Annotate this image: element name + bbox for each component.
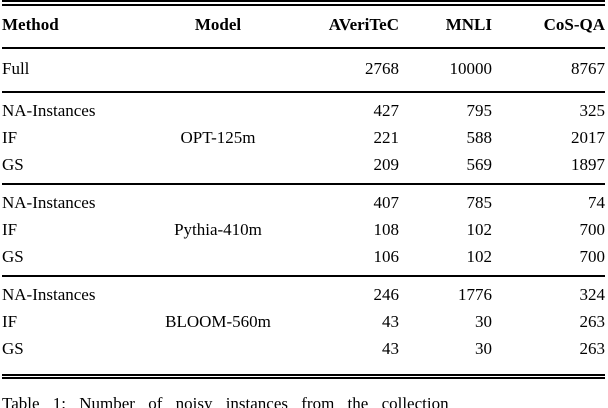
value-cell: 74 xyxy=(588,193,605,212)
table-row-full: Full 2768 10000 8767 xyxy=(2,48,605,93)
value-cell: 221 xyxy=(373,128,400,147)
model-cell: BLOOM-560m xyxy=(165,312,271,331)
method-cell: IF xyxy=(2,312,18,331)
table-header: Method Model AVeriTeC MNLI CoS-QA xyxy=(2,3,605,49)
value-cell: 324 xyxy=(579,285,606,304)
value-cell: 30 xyxy=(475,339,492,358)
method-cell: IF xyxy=(2,128,18,147)
value-cell: 700 xyxy=(492,243,605,277)
value-cell: 785 xyxy=(466,193,493,212)
table-row: NA-Instances 407 785 74 xyxy=(2,184,605,216)
value-cell: 10000 xyxy=(399,48,492,93)
table-row: IF BLOOM-560m 43 30 263 xyxy=(2,308,605,335)
value-cell: 569 xyxy=(399,151,492,185)
value-cell: 263 xyxy=(579,339,606,358)
method-cell: Full xyxy=(2,48,157,93)
col-header-mnli: MNLI xyxy=(399,3,492,49)
value-cell: 263 xyxy=(579,312,606,331)
section-full: Full 2768 10000 8767 xyxy=(2,48,605,93)
value-cell: 588 xyxy=(466,128,493,147)
method-cell: GS xyxy=(2,151,157,185)
method-cell: GS xyxy=(2,243,157,277)
value-cell: 102 xyxy=(399,243,492,277)
value-cell: 325 xyxy=(579,101,606,120)
model-cell xyxy=(157,335,279,377)
value-cell: 2017 xyxy=(571,128,605,147)
model-cell xyxy=(157,243,279,277)
value-cell: 795 xyxy=(466,101,493,120)
section-pythia-410m: NA-Instances 407 785 74 IF Pythia-410m 1… xyxy=(2,184,605,277)
table-row: IF Pythia-410m 108 102 700 xyxy=(2,216,605,243)
value-cell: 1776 xyxy=(458,285,492,304)
col-header-model: Model xyxy=(157,3,279,49)
value-cell: 106 xyxy=(279,243,399,277)
table-row: NA-Instances 246 1776 324 xyxy=(2,276,605,308)
method-cell: NA-Instances xyxy=(2,101,96,120)
value-cell: 30 xyxy=(475,312,492,331)
col-header-cosqa: CoS-QA xyxy=(492,3,605,49)
value-cell: 102 xyxy=(466,220,493,239)
value-cell: 8767 xyxy=(492,48,605,93)
table-row: GS 209 569 1897 xyxy=(2,151,605,185)
table-row: NA-Instances 427 795 325 xyxy=(2,92,605,124)
value-cell: 2768 xyxy=(279,48,399,93)
model-cell xyxy=(157,48,279,93)
results-table: Method Model AVeriTeC MNLI CoS-QA Full 2… xyxy=(2,0,605,379)
model-cell xyxy=(157,276,279,308)
model-cell: OPT-125m xyxy=(180,128,256,147)
section-bloom-560m: NA-Instances 246 1776 324 IF BLOOM-560m … xyxy=(2,276,605,377)
value-cell: 1897 xyxy=(492,151,605,185)
table-row: GS 106 102 700 xyxy=(2,243,605,277)
value-cell: 43 xyxy=(382,312,399,331)
value-cell: 209 xyxy=(279,151,399,185)
model-cell xyxy=(157,92,279,124)
model-cell xyxy=(157,184,279,216)
value-cell: 427 xyxy=(373,101,400,120)
table-row: GS 43 30 263 xyxy=(2,335,605,377)
method-cell: NA-Instances xyxy=(2,193,96,212)
value-cell: 108 xyxy=(373,220,400,239)
header-row: Method Model AVeriTeC MNLI CoS-QA xyxy=(2,3,605,49)
col-header-averitec: AVeriTeC xyxy=(279,3,399,49)
model-cell xyxy=(157,151,279,185)
method-cell: NA-Instances xyxy=(2,285,96,304)
method-cell: GS xyxy=(2,339,24,358)
col-header-method: Method xyxy=(2,3,157,49)
value-cell: 246 xyxy=(373,285,400,304)
model-cell: Pythia-410m xyxy=(174,220,262,239)
value-cell: 700 xyxy=(579,220,606,239)
table-row: IF OPT-125m 221 588 2017 xyxy=(2,124,605,151)
section-opt-125m: NA-Instances 427 795 325 IF OPT-125m 221… xyxy=(2,92,605,185)
value-cell: 43 xyxy=(382,339,399,358)
method-cell: IF xyxy=(2,220,18,239)
table-caption: Table 1: Number of noisy instances from … xyxy=(2,394,449,408)
value-cell: 407 xyxy=(373,193,400,212)
